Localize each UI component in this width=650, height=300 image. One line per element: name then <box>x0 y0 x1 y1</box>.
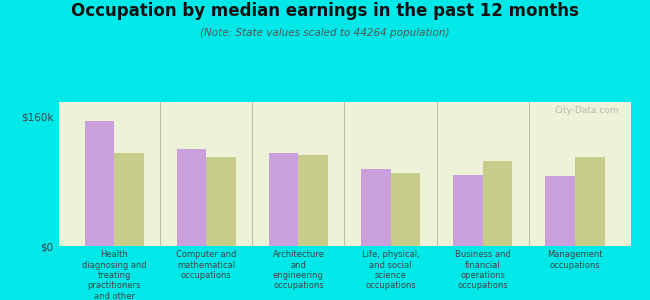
Bar <box>84 121 114 246</box>
Bar <box>545 176 575 246</box>
Bar <box>298 155 328 246</box>
Text: (Note: State values scaled to 44264 population): (Note: State values scaled to 44264 popu… <box>200 28 450 38</box>
Bar <box>483 161 512 246</box>
Bar <box>114 153 144 246</box>
Bar <box>361 169 391 246</box>
Bar <box>269 153 298 246</box>
Bar <box>453 175 483 246</box>
Text: Occupation by median earnings in the past 12 months: Occupation by median earnings in the pas… <box>71 2 579 20</box>
Text: City-Data.com: City-Data.com <box>554 106 619 115</box>
Bar <box>206 157 236 246</box>
Bar <box>391 173 420 246</box>
Bar <box>575 157 604 246</box>
Bar <box>177 149 206 246</box>
